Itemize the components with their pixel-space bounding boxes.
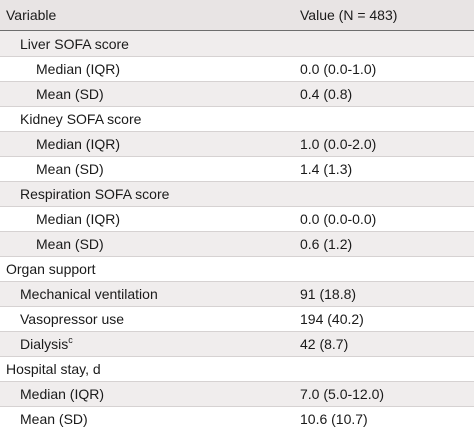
table-row: Liver SOFA score bbox=[0, 31, 474, 56]
table-row: Mean (SD) 0.6 (1.2) bbox=[0, 231, 474, 256]
row-label: Vasopressor use bbox=[20, 311, 125, 327]
table-row: Vasopressor use 194 (40.2) bbox=[0, 306, 474, 331]
table-row: Median (IQR) 7.0 (5.0-12.0) bbox=[0, 381, 474, 406]
row-label: Mean (SD) bbox=[36, 86, 104, 102]
row-label: Kidney SOFA score bbox=[20, 111, 142, 127]
header-variable: Variable bbox=[6, 7, 57, 23]
table-row: Hospital stay, d bbox=[0, 356, 474, 381]
table-row: Dialysisc 42 (8.7) bbox=[0, 331, 474, 356]
row-label: Mechanical ventilation bbox=[20, 286, 158, 302]
table-row: Mean (SD) 1.4 (1.3) bbox=[0, 156, 474, 181]
row-label: Respiration SOFA score bbox=[20, 186, 170, 202]
header-value: Value (N = 483) bbox=[300, 7, 398, 23]
row-label: Mean (SD) bbox=[20, 411, 88, 427]
row-value: 10.6 (10.7) bbox=[300, 411, 368, 427]
table-row: Organ support bbox=[0, 256, 474, 281]
row-value: 194 (40.2) bbox=[300, 311, 364, 327]
row-value: 1.0 (0.0-2.0) bbox=[300, 136, 377, 152]
table-header-row: Variable Value (N = 483) bbox=[0, 0, 474, 31]
row-label: Median (IQR) bbox=[36, 61, 121, 77]
row-label: Hospital stay, d bbox=[6, 361, 101, 377]
row-label: Mean (SD) bbox=[36, 161, 104, 177]
row-value: 0.6 (1.2) bbox=[300, 236, 353, 252]
row-value: 42 (8.7) bbox=[300, 336, 349, 352]
row-label: Dialysisc bbox=[0, 335, 300, 352]
row-value: 7.0 (5.0-12.0) bbox=[300, 386, 385, 402]
footnote-marker: c bbox=[68, 335, 73, 345]
row-label-text: Dialysis bbox=[20, 336, 69, 352]
table-row: Kidney SOFA score bbox=[0, 106, 474, 131]
row-label: Median (IQR) bbox=[36, 136, 121, 152]
row-label: Median (IQR) bbox=[36, 211, 121, 227]
row-label: Mean (SD) bbox=[36, 236, 104, 252]
table-row: Median (IQR) 0.0 (0.0-1.0) bbox=[0, 56, 474, 81]
table-row: Respiration SOFA score bbox=[0, 181, 474, 206]
row-value: 0.0 (0.0-1.0) bbox=[300, 61, 377, 77]
row-value: 91 (18.8) bbox=[300, 286, 357, 302]
row-label: Organ support bbox=[6, 261, 96, 277]
row-value: 1.4 (1.3) bbox=[300, 161, 353, 177]
table-row: Mean (SD) 0.4 (0.8) bbox=[0, 81, 474, 106]
row-label: Liver SOFA score bbox=[20, 35, 129, 52]
row-value: 0.0 (0.0-0.0) bbox=[300, 211, 377, 227]
table-row: Median (IQR) 1.0 (0.0-2.0) bbox=[0, 131, 474, 156]
table-row: Median (IQR) 0.0 (0.0-0.0) bbox=[0, 206, 474, 231]
row-value: 0.4 (0.8) bbox=[300, 86, 353, 102]
table-row: Mean (SD) 10.6 (10.7) bbox=[0, 406, 474, 431]
row-label: Median (IQR) bbox=[20, 386, 105, 402]
table-row: Mechanical ventilation 91 (18.8) bbox=[0, 281, 474, 306]
